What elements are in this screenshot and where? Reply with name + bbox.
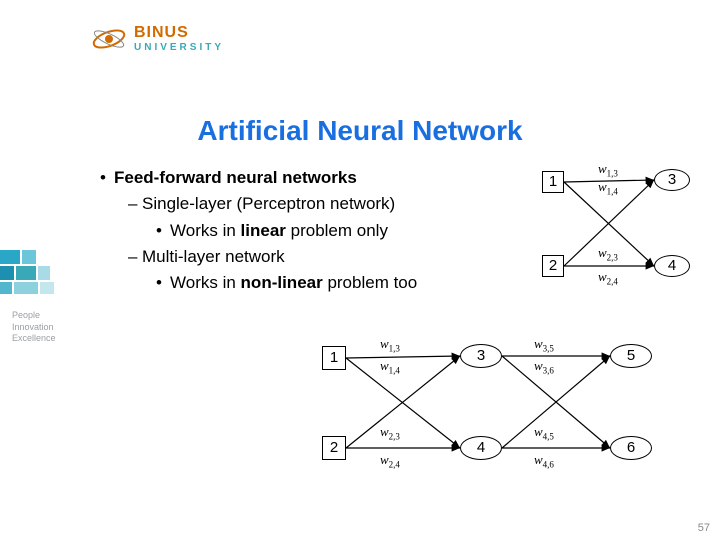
bullet-text: Works in [170,221,241,240]
logo-sub-text: UNIVERSITY [134,43,224,53]
pixel [0,250,20,264]
bullet-text: Multi-layer network [142,247,285,266]
bullet-level2: –Multi-layer network [128,244,417,270]
weight-label: w1,3 [598,161,618,179]
pixel [40,282,54,294]
single-layer-network-diagram: 1234w1,3w1,4w2,3w2,4 [536,165,696,285]
bullet-level1: •Feed-forward neural networks [100,165,417,191]
neuron-node: 6 [610,436,652,460]
weight-label: w2,4 [380,452,400,470]
bullet-text: Feed-forward neural networks [114,168,357,187]
slide-body: •Feed-forward neural networks –Single-la… [100,165,417,297]
neuron-node: 5 [610,344,652,368]
input-node: 2 [322,436,346,460]
weight-label: w4,6 [534,452,554,470]
neuron-node: 3 [460,344,502,368]
brand-logo: BINUS UNIVERSITY [90,20,224,58]
pixel [16,266,36,280]
pixel [0,282,12,294]
tagline-line: Innovation [12,322,56,334]
pixel [22,250,36,264]
weight-label: w4,5 [534,424,554,442]
weight-label: w1,4 [598,179,618,197]
input-node: 1 [322,346,346,370]
bullet-level3: •Works in linear problem only [156,218,417,244]
bullet-text: Works in [170,273,241,292]
bullet-text: problem too [323,273,418,292]
weight-label: w3,5 [534,336,554,354]
tagline-line: Excellence [12,333,56,345]
weight-label: w1,4 [380,358,400,376]
weight-label: w3,6 [534,358,554,376]
neuron-node: 4 [460,436,502,460]
pixel [0,266,14,280]
bullet-bold: linear [241,221,286,240]
multi-layer-network-diagram: 123456w1,3w1,4w2,3w2,4w3,5w3,6w4,5w4,6 [310,340,680,470]
page-number: 57 [698,522,710,534]
bullet-text: problem only [286,221,388,240]
weight-label: w2,4 [598,269,618,287]
neuron-node: 4 [654,255,690,277]
input-node: 1 [542,171,564,193]
bullet-text: Single-layer (Perceptron network) [142,194,395,213]
pixel [14,282,38,294]
bullet-bold: non-linear [241,273,323,292]
logo-icon [90,20,128,58]
weight-label: w2,3 [598,245,618,263]
weight-label: w1,3 [380,336,400,354]
slide-title: Artificial Neural Network [0,115,720,147]
tagline-line: People [12,310,56,322]
input-node: 2 [542,255,564,277]
tagline: People Innovation Excellence [12,310,56,345]
neuron-node: 3 [654,169,690,191]
logo-brand-text: BINUS [134,25,224,41]
pixel [38,266,50,280]
bullet-level3: •Works in non-linear problem too [156,270,417,296]
weight-label: w2,3 [380,424,400,442]
bullet-level2: –Single-layer (Perceptron network) [128,191,417,217]
